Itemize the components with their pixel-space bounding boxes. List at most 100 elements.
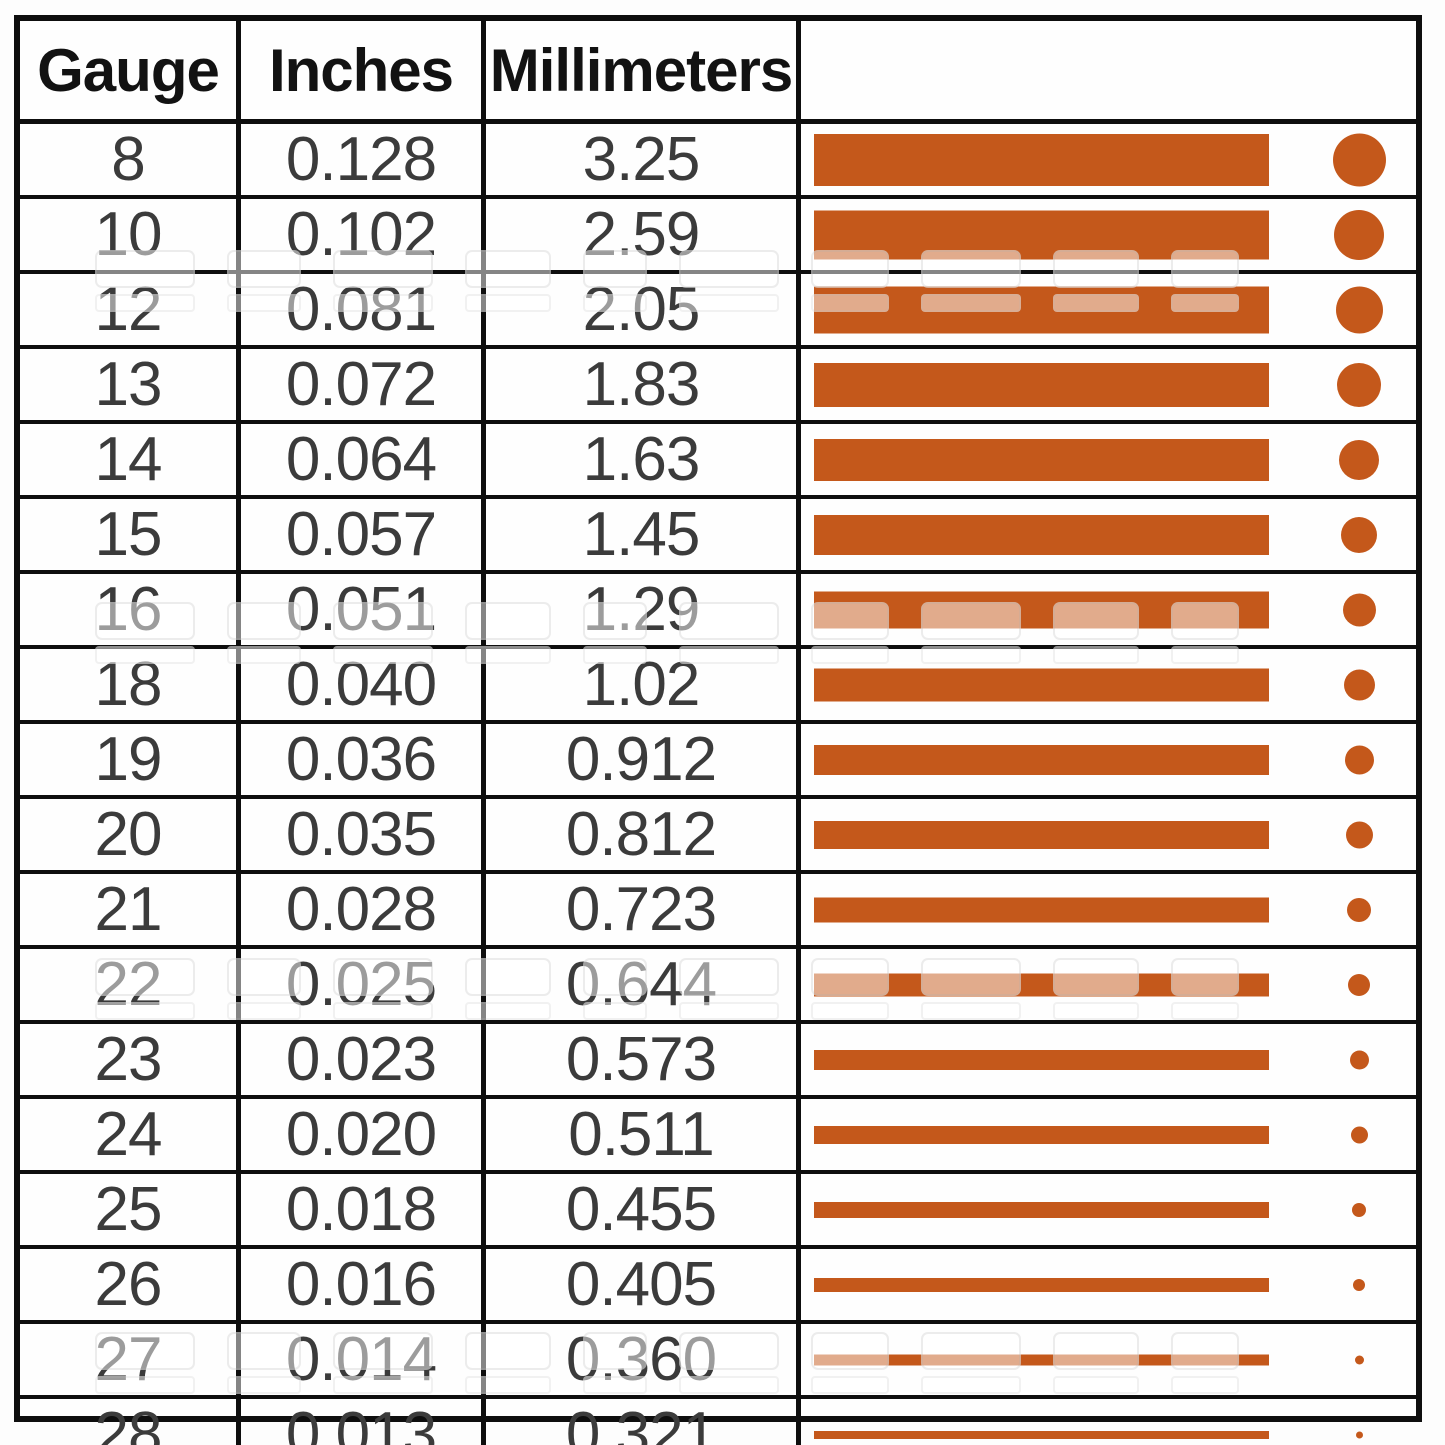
visual-cell — [801, 724, 1416, 795]
table-row: 15 0.057 1.45 — [20, 499, 1416, 574]
table-row: 21 0.028 0.723 — [20, 874, 1416, 949]
wire-thickness-bar — [814, 897, 1269, 922]
millimeters-cell: 1.29 — [486, 574, 801, 645]
inches-cell: 0.102 — [241, 199, 486, 270]
gauge-cell: 27 — [20, 1324, 241, 1395]
table-row: 22 0.025 0.644 — [20, 949, 1416, 1024]
table-header-row: Gauge Inches Millimeters — [20, 21, 1416, 124]
header-visual — [801, 21, 1416, 119]
millimeters-cell: 0.912 — [486, 724, 801, 795]
gauge-cell: 12 — [20, 274, 241, 345]
wire-thickness-bar — [814, 1049, 1269, 1070]
wire-thickness-bar — [814, 973, 1269, 996]
visual-cell — [801, 1399, 1416, 1445]
table-row: 8 0.128 3.25 — [20, 124, 1416, 199]
wire-diameter-dot — [1335, 286, 1383, 333]
wire-diameter-dot — [1339, 439, 1379, 480]
table-row: 19 0.036 0.912 — [20, 724, 1416, 799]
wire-thickness-bar — [814, 210, 1269, 259]
wire-thickness-bar — [814, 1354, 1269, 1365]
visual-cell — [801, 1099, 1416, 1170]
millimeters-cell: 1.02 — [486, 649, 801, 720]
gauge-cell: 10 — [20, 199, 241, 270]
inches-cell: 0.036 — [241, 724, 486, 795]
wire-diameter-dot — [1349, 1050, 1369, 1069]
gauge-cell: 14 — [20, 424, 241, 495]
wire-diameter-dot — [1355, 1431, 1363, 1438]
wire-thickness-bar — [814, 133, 1269, 186]
table-body: 8 0.128 3.25 10 0.102 2.59 12 0.081 2.05 — [20, 124, 1416, 1445]
header-inches: Inches — [241, 21, 486, 119]
visual-cell — [801, 424, 1416, 495]
wire-diameter-dot — [1352, 1202, 1366, 1217]
visual-cell — [801, 874, 1416, 945]
wire-thickness-bar — [814, 820, 1269, 849]
millimeters-cell: 0.360 — [486, 1324, 801, 1395]
header-gauge: Gauge — [20, 21, 241, 119]
millimeters-cell: 0.511 — [486, 1099, 801, 1170]
wire-diameter-dot — [1341, 516, 1377, 553]
gauge-cell: 21 — [20, 874, 241, 945]
gauge-cell: 13 — [20, 349, 241, 420]
gauge-cell: 28 — [20, 1399, 241, 1445]
wire-thickness-bar — [814, 668, 1269, 701]
table-row: 18 0.040 1.02 — [20, 649, 1416, 724]
visual-cell — [801, 499, 1416, 570]
wire-thickness-bar — [814, 1201, 1269, 1218]
millimeters-cell: 0.644 — [486, 949, 801, 1020]
millimeters-cell: 0.573 — [486, 1024, 801, 1095]
inches-cell: 0.023 — [241, 1024, 486, 1095]
millimeters-cell: 3.25 — [486, 124, 801, 195]
inches-cell: 0.051 — [241, 574, 486, 645]
wire-diameter-dot — [1345, 821, 1373, 848]
millimeters-cell: 1.45 — [486, 499, 801, 570]
wire-diameter-dot — [1353, 1278, 1365, 1291]
gauge-cell: 26 — [20, 1249, 241, 1320]
table-row: 28 0.013 0.321 — [20, 1399, 1416, 1445]
table-row: 13 0.072 1.83 — [20, 349, 1416, 424]
wire-thickness-bar — [814, 1430, 1269, 1439]
wire-diameter-dot — [1354, 1355, 1364, 1364]
table-row: 20 0.035 0.812 — [20, 799, 1416, 874]
inches-cell: 0.064 — [241, 424, 486, 495]
gauge-cell: 8 — [20, 124, 241, 195]
wire-thickness-bar — [814, 1125, 1269, 1144]
gauge-cell: 22 — [20, 949, 241, 1020]
wire-diameter-dot — [1342, 593, 1376, 626]
wire-thickness-bar — [814, 438, 1269, 481]
visual-cell — [801, 799, 1416, 870]
gauge-cell: 20 — [20, 799, 241, 870]
wire-diameter-dot — [1350, 1126, 1368, 1143]
inches-cell: 0.020 — [241, 1099, 486, 1170]
gauge-cell: 23 — [20, 1024, 241, 1095]
gauge-cell: 25 — [20, 1174, 241, 1245]
visual-cell — [801, 1024, 1416, 1095]
inches-cell: 0.040 — [241, 649, 486, 720]
wire-diameter-dot — [1337, 362, 1381, 407]
wire-diameter-dot — [1334, 209, 1384, 260]
gauge-cell: 18 — [20, 649, 241, 720]
visual-cell — [801, 1174, 1416, 1245]
table-row: 16 0.051 1.29 — [20, 574, 1416, 649]
table-row: 27 0.014 0.360 — [20, 1324, 1416, 1399]
table-row: 23 0.023 0.573 — [20, 1024, 1416, 1099]
header-millimeters: Millimeters — [486, 21, 801, 119]
visual-cell — [801, 274, 1416, 345]
table-row: 26 0.016 0.405 — [20, 1249, 1416, 1324]
gauge-table: Gauge Inches Millimeters 8 0.128 3.25 10… — [14, 15, 1422, 1445]
inches-cell: 0.057 — [241, 499, 486, 570]
table-row: 14 0.064 1.63 — [20, 424, 1416, 499]
table-row: 25 0.018 0.455 — [20, 1174, 1416, 1249]
visual-cell — [801, 349, 1416, 420]
wire-thickness-bar — [814, 514, 1269, 555]
visual-cell — [801, 1324, 1416, 1395]
visual-cell — [801, 949, 1416, 1020]
millimeters-cell: 1.63 — [486, 424, 801, 495]
millimeters-cell: 2.59 — [486, 199, 801, 270]
visual-cell — [801, 649, 1416, 720]
inches-cell: 0.018 — [241, 1174, 486, 1245]
inches-cell: 0.081 — [241, 274, 486, 345]
gauge-cell: 19 — [20, 724, 241, 795]
gauge-cell: 15 — [20, 499, 241, 570]
millimeters-cell: 0.723 — [486, 874, 801, 945]
